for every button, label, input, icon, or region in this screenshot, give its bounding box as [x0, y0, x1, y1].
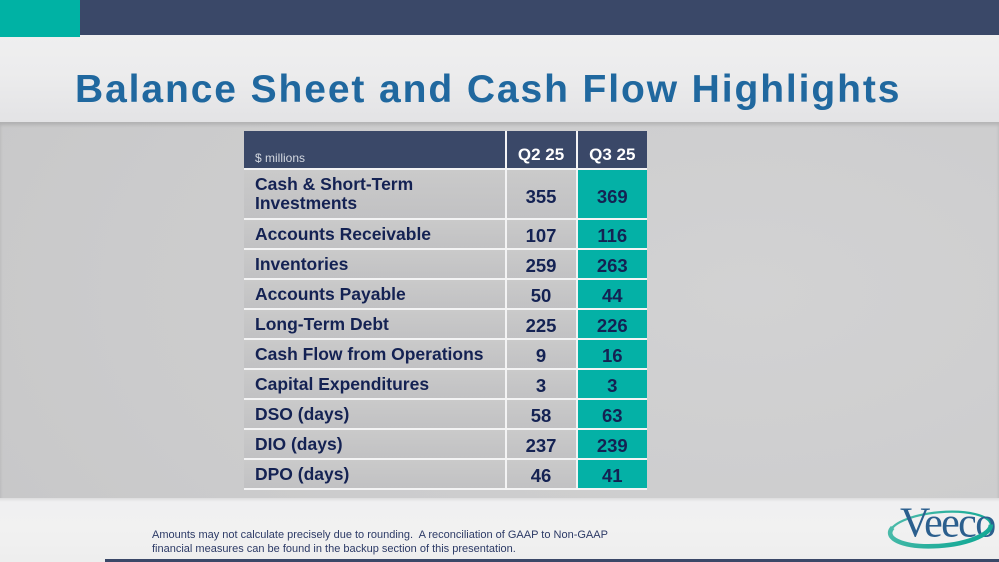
svg-text:Veeco: Veeco [900, 501, 995, 547]
